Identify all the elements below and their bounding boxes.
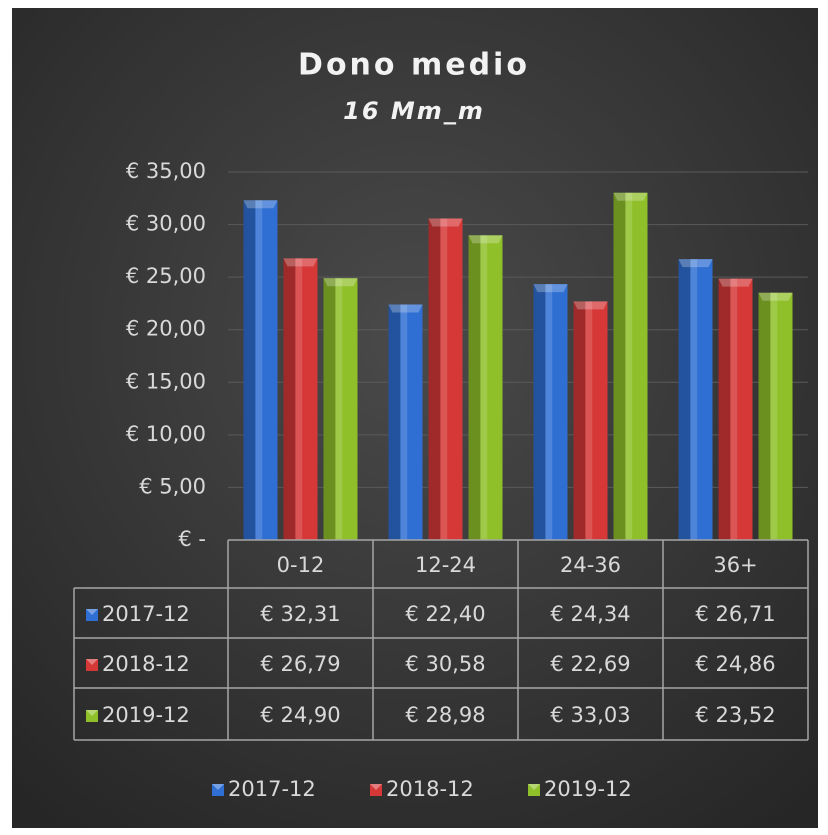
bar [533, 284, 568, 540]
legend-label: 2019-12 [544, 777, 632, 801]
legend-marker-shine [86, 659, 98, 665]
table-value: € 23,52 [695, 703, 775, 727]
y-tick-label: € 20,00 [126, 317, 206, 341]
bar [718, 278, 753, 540]
bar-cap [533, 284, 568, 293]
bar-cap [613, 192, 648, 201]
table-value: € 26,71 [695, 602, 775, 626]
bar-cap [573, 301, 608, 310]
bar-shade [758, 292, 771, 540]
y-tick-label: € 15,00 [126, 369, 206, 393]
bar-cap [243, 200, 278, 209]
bar [678, 259, 713, 540]
bar-cap [678, 259, 713, 268]
y-tick-label: € 35,00 [126, 159, 206, 183]
bar-shade [243, 200, 256, 540]
bar [613, 192, 648, 541]
legend-marker-shine [86, 710, 98, 716]
bar-shine [545, 284, 553, 540]
table-value: € 26,79 [260, 652, 340, 676]
bar-shade [533, 284, 546, 540]
table-value: € 22,40 [405, 602, 485, 626]
bar-shade [573, 301, 586, 540]
bar [323, 278, 358, 540]
legend-marker [370, 784, 382, 796]
table-value: € 33,03 [550, 703, 630, 727]
bar [758, 292, 793, 540]
bar-shine [400, 304, 408, 540]
y-tick-label: € - [178, 527, 206, 551]
bar [573, 301, 608, 540]
legend-label: 2018-12 [386, 777, 474, 801]
legend-marker-shine [528, 784, 540, 790]
bar-cap [468, 235, 503, 244]
bar [468, 235, 503, 540]
bar-cap [428, 218, 463, 227]
bar-shade [613, 192, 626, 541]
bar-shine [730, 278, 738, 540]
table-series-name: 2017-12 [102, 602, 190, 626]
table-value: € 24,34 [550, 602, 630, 626]
bar-shade [388, 304, 401, 540]
legend-marker-shine [212, 784, 224, 790]
legend-marker [86, 659, 98, 671]
bar-shade [468, 235, 481, 540]
bar-shade [718, 278, 731, 540]
bar-cap [283, 258, 318, 267]
y-tick-label: € 10,00 [126, 422, 206, 446]
x-tick-label: 24-36 [560, 553, 621, 577]
bar-shine [770, 292, 778, 540]
bar-shine [480, 235, 488, 540]
table-value: € 24,90 [260, 703, 340, 727]
table-value: € 28,98 [405, 703, 485, 727]
bar-cap [718, 278, 753, 287]
legend-marker-shine [370, 784, 382, 790]
bar-shine [295, 258, 303, 540]
bar-shine [440, 218, 448, 540]
table-value: € 30,58 [405, 652, 485, 676]
bar-shine [690, 259, 698, 540]
bar-shine [335, 278, 343, 540]
x-tick-label: 0-12 [277, 553, 325, 577]
bar [283, 258, 318, 540]
table-value: € 24,86 [695, 652, 775, 676]
bar-shade [678, 259, 691, 540]
x-tick-label: 36+ [713, 553, 757, 577]
bar-shine [255, 200, 263, 540]
bar-cap [323, 278, 358, 287]
legend-marker-shine [86, 609, 98, 615]
x-tick-label: 12-24 [415, 553, 476, 577]
bar-shade [323, 278, 336, 540]
table-value: € 32,31 [260, 602, 340, 626]
table-series-name: 2019-12 [102, 703, 190, 727]
legend-marker [86, 609, 98, 621]
chart-title: Dono medio [298, 48, 530, 83]
bar-cap [758, 292, 793, 301]
bar-cap [388, 304, 423, 313]
table-series-name: 2018-12 [102, 652, 190, 676]
bar-shade [283, 258, 296, 540]
bar-shade [428, 218, 441, 540]
bar [388, 304, 423, 540]
bar [428, 218, 463, 540]
y-tick-label: € 30,00 [126, 212, 206, 236]
bar [243, 200, 278, 540]
table-value: € 22,69 [550, 652, 630, 676]
y-tick-label: € 5,00 [139, 474, 206, 498]
chart-subtitle: 16 Mm_m [343, 97, 485, 125]
legend-marker [86, 710, 98, 722]
bar-shine [625, 192, 633, 541]
legend-label: 2017-12 [228, 777, 316, 801]
legend-marker [212, 784, 224, 796]
legend-marker [528, 784, 540, 796]
bar-shine [585, 301, 593, 540]
y-tick-label: € 25,00 [126, 264, 206, 288]
